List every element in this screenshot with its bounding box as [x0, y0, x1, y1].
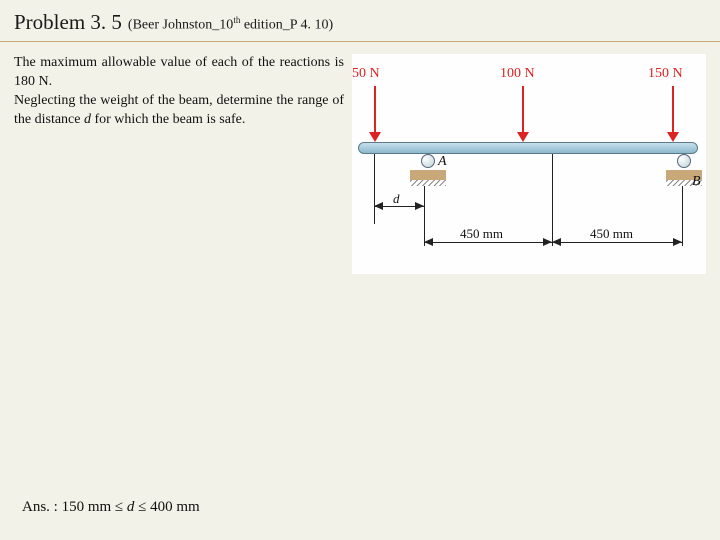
- dim-vert-4: [682, 186, 683, 246]
- dim-seg1: [424, 242, 552, 243]
- force-label-100: 100 N: [500, 66, 535, 82]
- beam-figure: 50 N 100 N 150 N A B d: [352, 54, 706, 274]
- problem-statement: The maximum allowable value of each of t…: [14, 54, 344, 274]
- force-label-50: 50 N: [352, 66, 380, 82]
- dim-vert-1: [374, 154, 375, 224]
- dim-d-label: d: [393, 191, 400, 207]
- answer: Ans. : 150 mm ≤ d ≤ 400 mm: [22, 499, 200, 516]
- force-arrow-150: [672, 86, 674, 134]
- title-sub: (Beer Johnston_10th edition_P 4. 10): [128, 15, 333, 34]
- dim-seg2-label: 450 mm: [590, 226, 633, 242]
- dim-seg2: [552, 242, 682, 243]
- ground-a: [410, 170, 446, 180]
- label-a: A: [438, 154, 447, 170]
- dim-seg1-label: 450 mm: [460, 226, 503, 242]
- force-arrow-50: [374, 86, 376, 134]
- dim-vert-2: [424, 186, 425, 246]
- title-main: Problem 3. 5: [14, 10, 122, 35]
- beam: [358, 142, 698, 154]
- force-arrow-100: [522, 86, 524, 134]
- label-b: B: [692, 174, 701, 190]
- content-row: The maximum allowable value of each of t…: [0, 42, 720, 274]
- header: Problem 3. 5 (Beer Johnston_10th edition…: [0, 0, 720, 42]
- hatch-a: [410, 180, 446, 186]
- dim-vert-3: [552, 154, 553, 246]
- roller-wheel-icon: [677, 154, 691, 168]
- roller-wheel-icon: [421, 154, 435, 168]
- force-label-150: 150 N: [648, 66, 683, 82]
